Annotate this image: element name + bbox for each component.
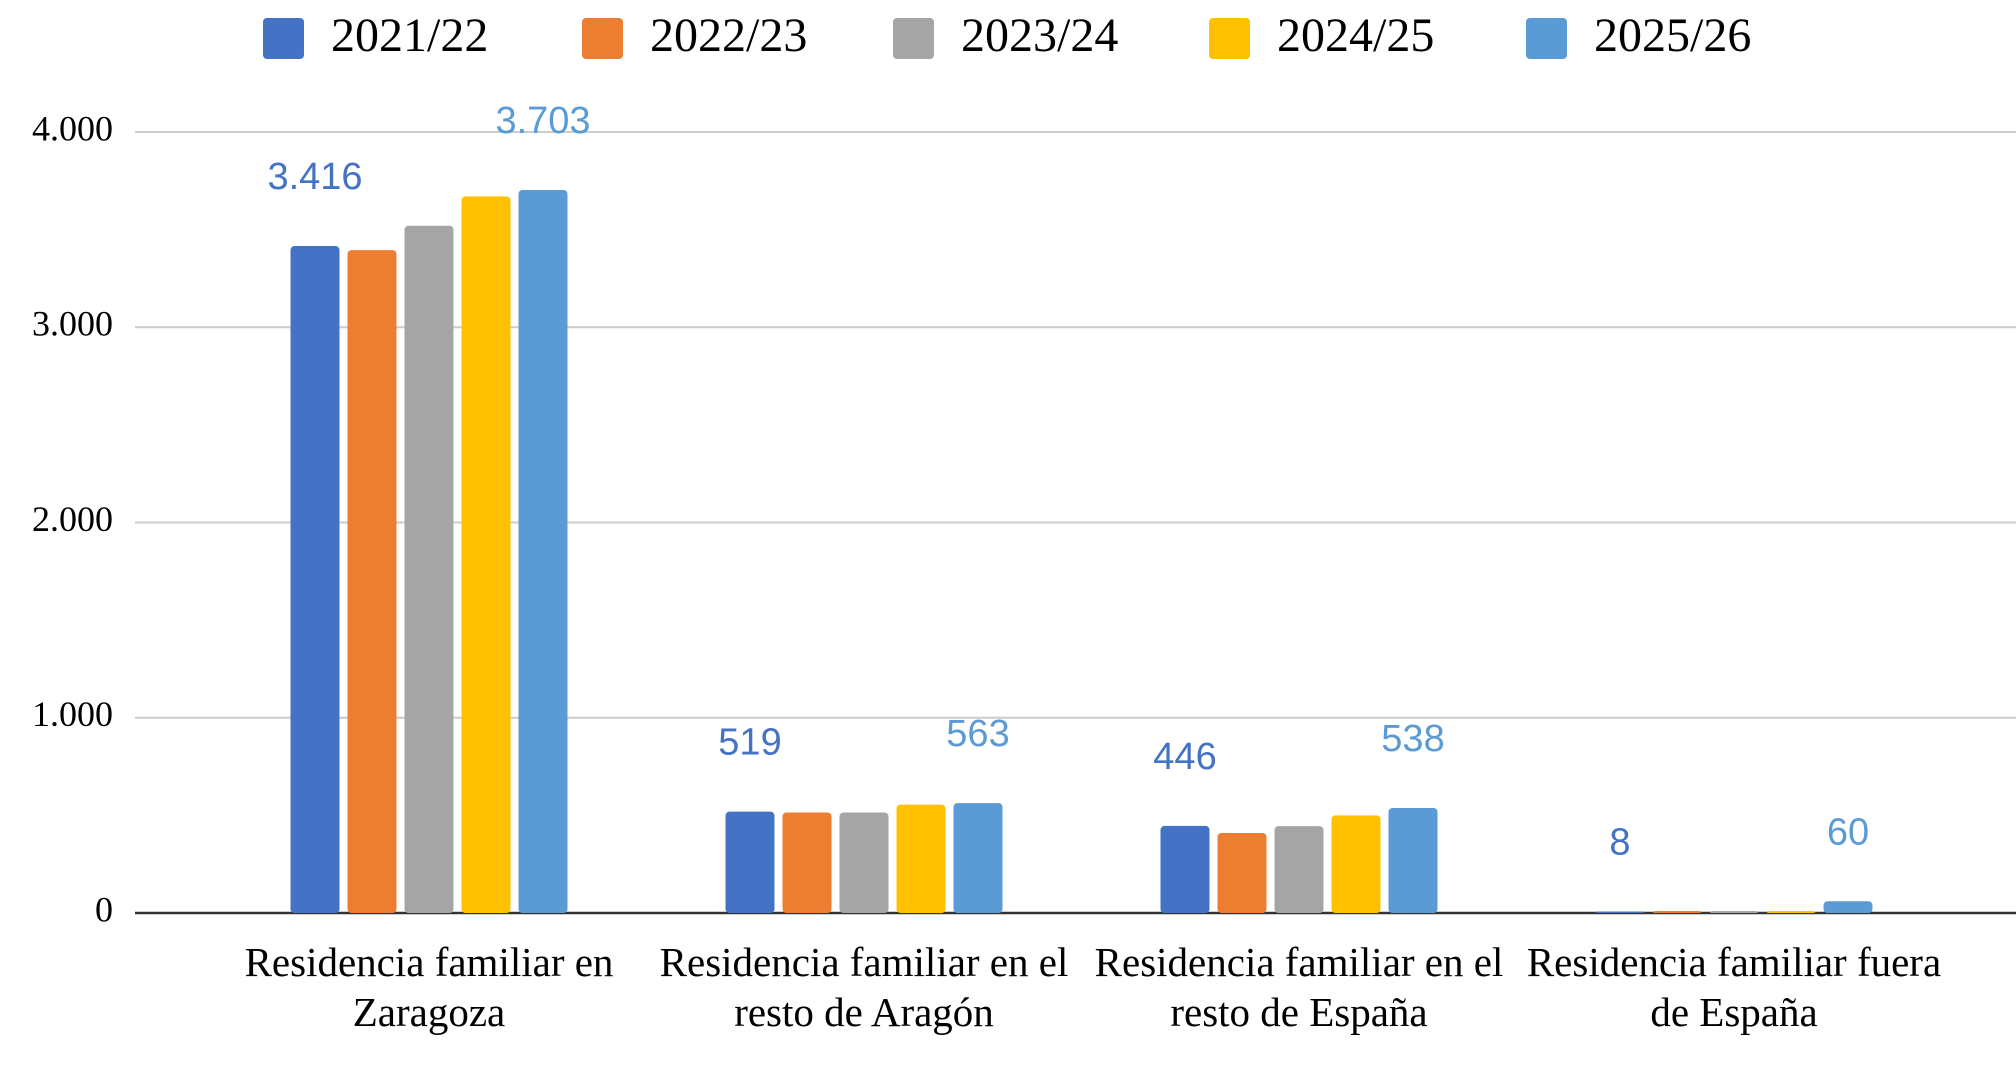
bar (347, 250, 397, 914)
x-tick-label: Residencia familiar en el resto de Españ… (1094, 939, 1504, 1035)
bar (1331, 815, 1381, 913)
bar (839, 812, 889, 913)
x-tick-label: Residencia familiar en el resto de Aragó… (659, 939, 1069, 1035)
legend-label: 2022/23 (650, 9, 807, 62)
bar (782, 812, 832, 913)
bar (1160, 825, 1210, 913)
bar (1595, 911, 1645, 913)
legend-swatch (263, 18, 304, 59)
bar (1823, 901, 1873, 913)
data-label: 538 (1381, 718, 1444, 760)
data-label: 563 (946, 713, 1009, 755)
x-tick-label: Residencia familiar fuera de España (1526, 939, 1942, 1035)
data-label: 8 (1609, 821, 1630, 863)
y-tick-label: 0 (95, 889, 113, 929)
y-tick-label: 4.000 (32, 108, 113, 148)
bar (1709, 911, 1759, 913)
legend-label: 2024/25 (1277, 9, 1434, 62)
x-tick-label: Residencia familiar en Zaragoza (244, 939, 614, 1035)
bar (518, 189, 568, 913)
legend-label: 2021/22 (331, 9, 488, 62)
bar (1388, 807, 1438, 913)
y-tick-label: 1.000 (32, 694, 113, 734)
data-label: 3.703 (495, 100, 590, 142)
bar (725, 811, 775, 913)
legend-swatch (1526, 18, 1567, 59)
bar (1217, 832, 1267, 913)
legend-label: 2025/26 (1594, 9, 1751, 62)
bar (404, 225, 454, 914)
bar (953, 803, 1003, 913)
bar (461, 196, 511, 913)
y-tick-label: 2.000 (32, 499, 113, 539)
legend-swatch (582, 18, 623, 59)
data-label: 446 (1153, 736, 1216, 778)
data-label: 60 (1827, 811, 1869, 853)
bar (290, 246, 340, 913)
y-tick-label: 3.000 (32, 304, 113, 344)
legend-swatch (893, 18, 934, 59)
bar (896, 804, 946, 913)
bar (1652, 911, 1702, 913)
legend-swatch (1209, 18, 1250, 59)
bar (1766, 911, 1816, 913)
data-label: 3.416 (267, 156, 362, 198)
legend-label: 2023/24 (961, 9, 1118, 62)
bar (1274, 826, 1324, 913)
data-label: 519 (718, 722, 781, 764)
